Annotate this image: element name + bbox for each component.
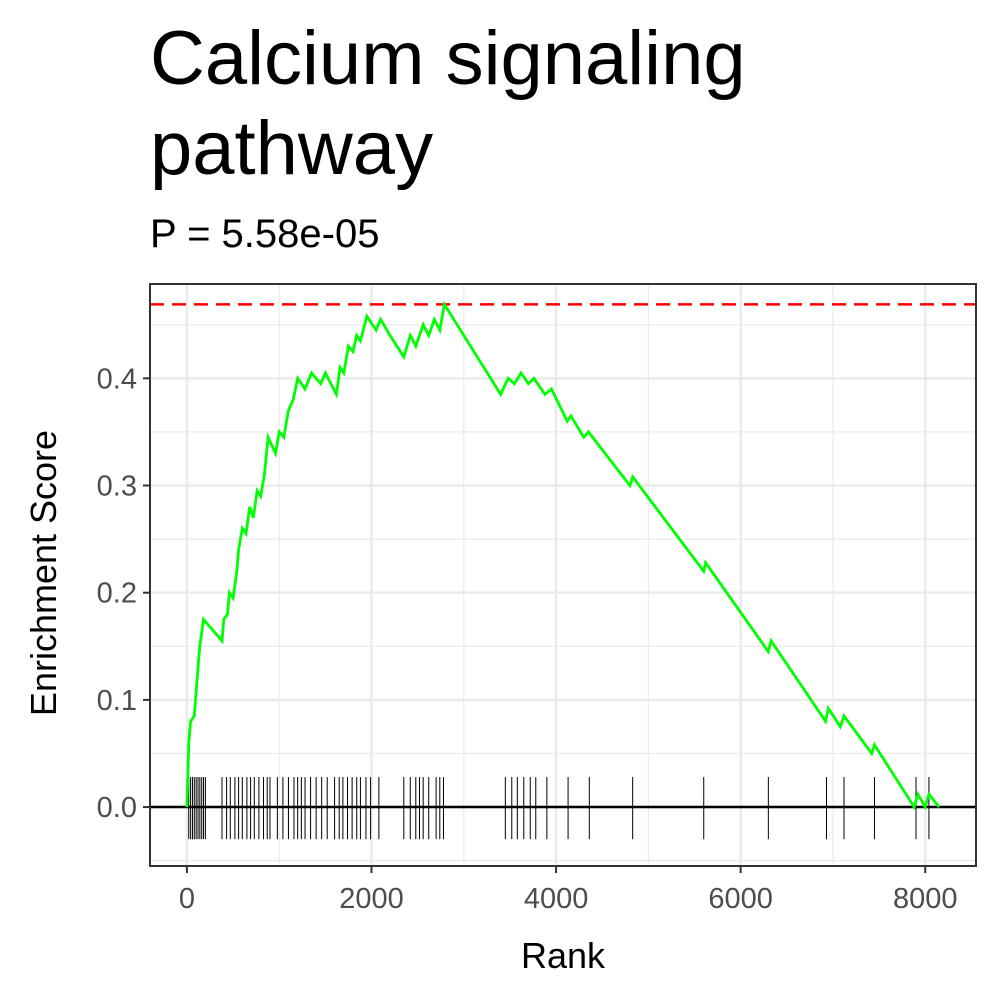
x-tick-label: 2000	[339, 883, 404, 915]
reference-lines	[150, 303, 976, 809]
y-tick-label: 0.1	[97, 685, 137, 717]
y-tick-label: 0.2	[97, 578, 137, 610]
y-tick-label: 0.0	[97, 792, 137, 824]
chart-subtitle: P = 5.58e-05	[150, 212, 380, 256]
panel-background	[150, 284, 976, 866]
x-tick-label: 6000	[708, 883, 773, 915]
y-tick-label: 0.4	[97, 363, 137, 395]
curve-layer	[185, 300, 941, 811]
axis-ticks: 0 2000 4000 6000 8000 0.0 0.1 0.2 0.3 0.4	[97, 363, 958, 915]
y-tick-label: 0.3	[97, 471, 137, 503]
chart-title: Calcium signaling pathway	[150, 16, 746, 191]
y-axis-title: Enrichment Score	[23, 430, 64, 716]
x-tick-label: 4000	[524, 883, 589, 915]
x-tick-label: 0	[179, 883, 195, 915]
grid-layer	[150, 284, 976, 866]
x-tick-label: 8000	[893, 883, 958, 915]
x-axis-title: Rank	[521, 935, 606, 976]
panel-border	[149, 283, 977, 867]
enrichment-curve	[185, 300, 941, 811]
